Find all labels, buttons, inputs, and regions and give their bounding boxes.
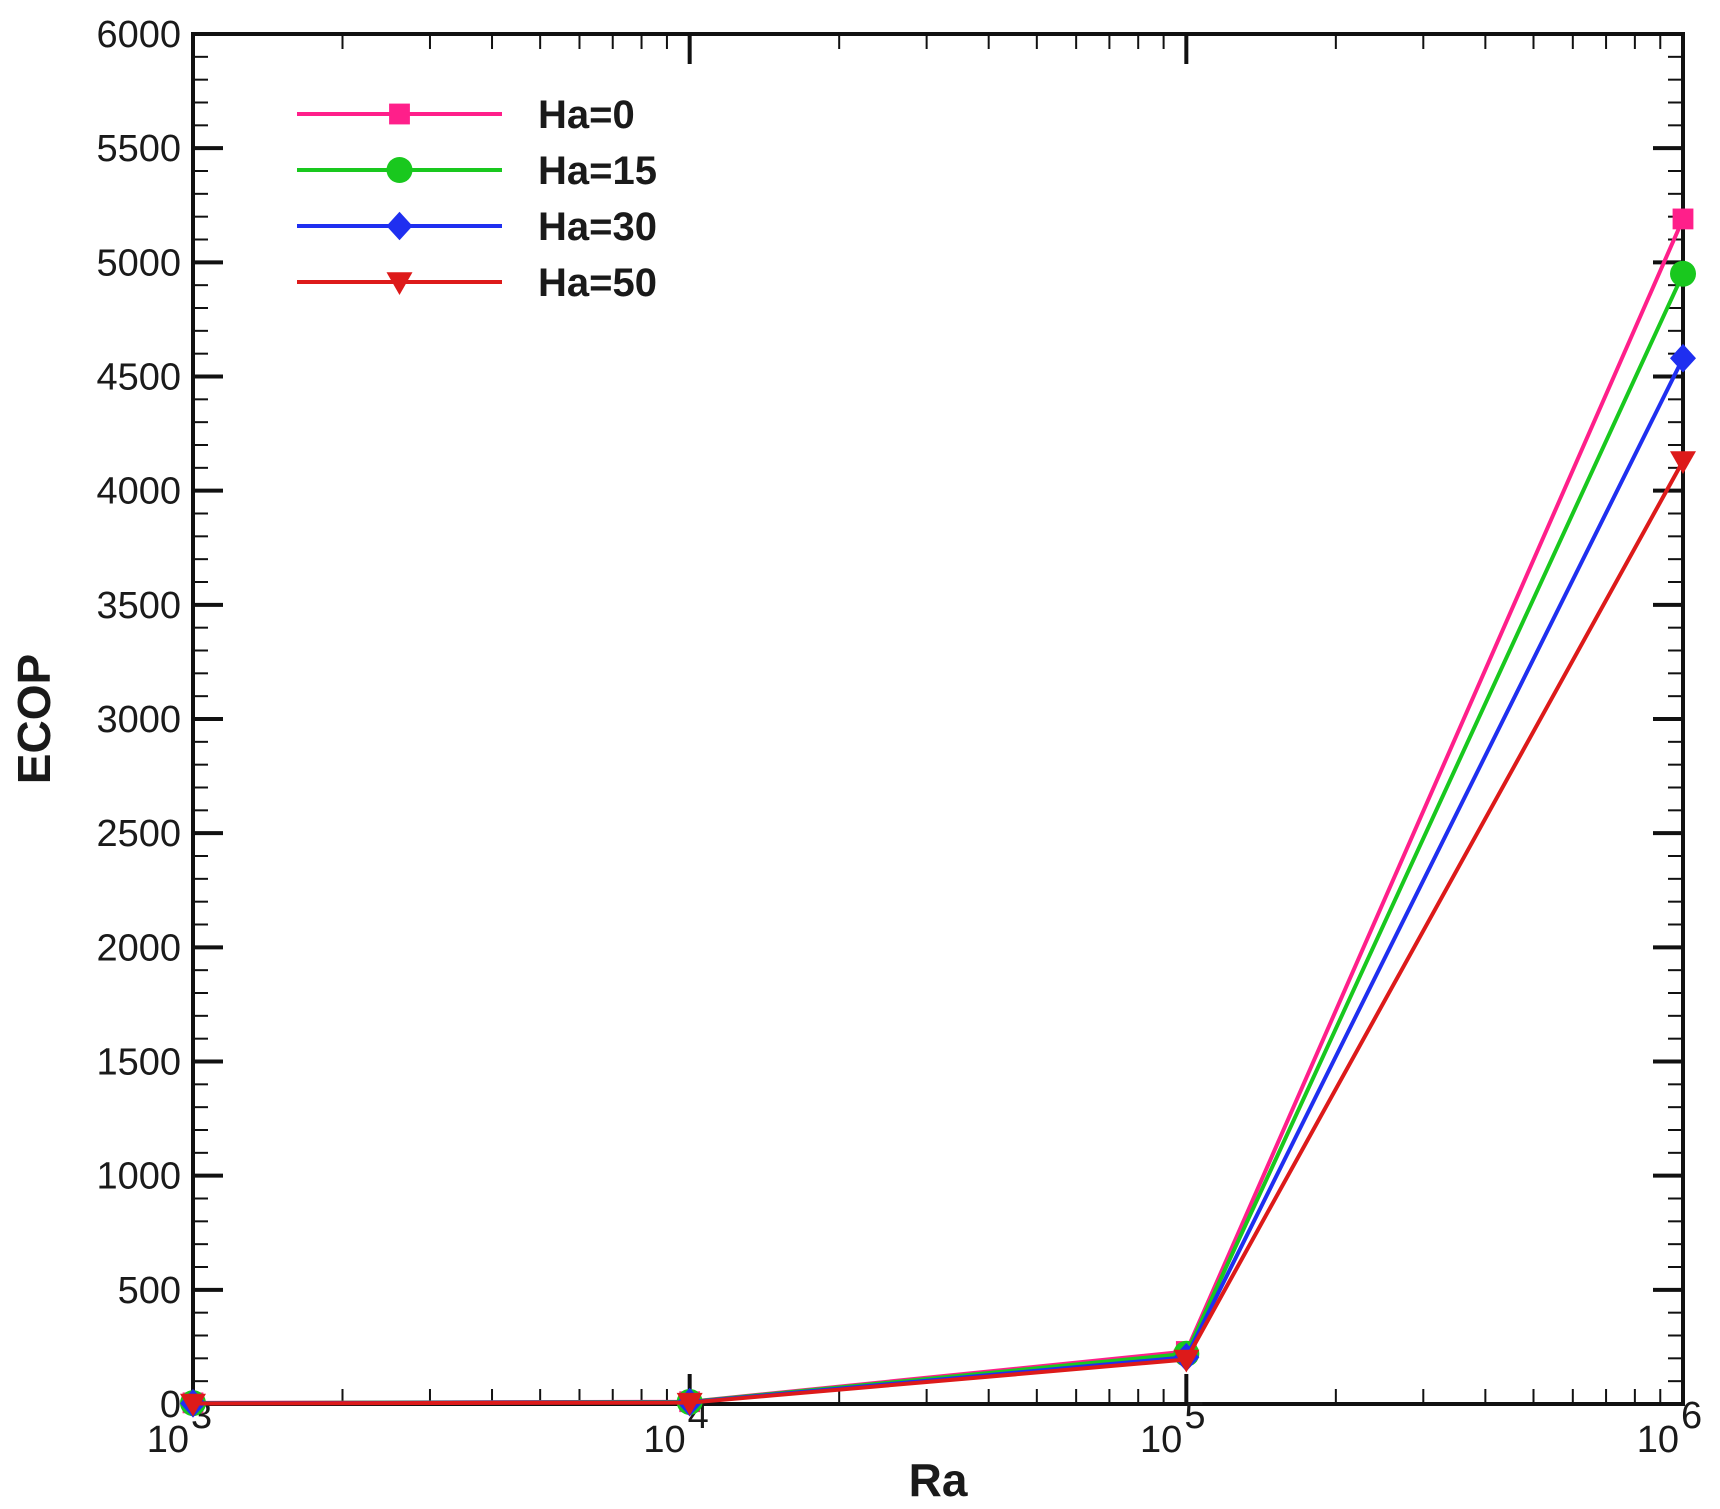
data-point-marker <box>1670 451 1696 474</box>
y-tick-label: 0 <box>160 1384 181 1426</box>
y-tick-label: 500 <box>118 1270 181 1312</box>
legend-label: Ha=15 <box>538 149 657 193</box>
y-tick-label: 1000 <box>96 1156 181 1198</box>
y-tick-label: 3500 <box>96 585 181 627</box>
legend-marker <box>386 272 413 295</box>
data-point-marker <box>676 1392 703 1416</box>
series-Ha=30 <box>180 343 1696 1418</box>
data-point-marker <box>1672 208 1694 230</box>
x-tick-label-base: 10 <box>1637 1419 1679 1461</box>
legend-marker <box>386 211 413 241</box>
legend-marker <box>386 157 413 183</box>
x-tick-label-exponent: 5 <box>1184 1395 1205 1437</box>
data-point-marker <box>1670 343 1696 373</box>
y-axis-title: ECOP <box>8 654 60 784</box>
legend-label: Ha=30 <box>538 205 657 249</box>
legend-item: Ha=50 <box>297 261 657 305</box>
y-axis-ticks <box>193 32 1683 1406</box>
x-tick-label-exponent: 6 <box>1681 1395 1702 1437</box>
y-tick-label: 6000 <box>96 14 181 56</box>
series-Ha=15 <box>180 260 1696 1417</box>
x-tick-label: 106 <box>1637 1395 1702 1461</box>
data-point-marker <box>180 1393 206 1417</box>
legend-label: Ha=0 <box>538 93 635 137</box>
y-tick-label: 1500 <box>96 1042 181 1084</box>
y-axis-tick-labels: 0 500 1000 1500 2000 2500 3000 3500 4000 4500 5000… <box>96 14 181 1426</box>
series-Ha=50 <box>180 451 1696 1417</box>
data-point-marker <box>1670 260 1696 287</box>
y-tick-label: 5500 <box>96 128 181 170</box>
series-Ha=0 <box>182 208 1694 1414</box>
y-tick-label: 3000 <box>96 699 181 741</box>
legend-item: Ha=30 <box>297 205 657 249</box>
y-tick-label: 4500 <box>96 357 181 399</box>
series-line <box>192 357 1685 1406</box>
y-tick-label: 5000 <box>96 242 181 284</box>
legend-marker <box>389 103 410 125</box>
x-tick-label-base: 10 <box>1140 1419 1182 1461</box>
plot-frame <box>191 32 1685 1406</box>
legend-label: Ha=50 <box>538 261 657 305</box>
x-tick-label-base: 10 <box>147 1419 189 1461</box>
y-tick-label: 2000 <box>96 927 181 969</box>
legend-item: Ha=0 <box>297 93 635 137</box>
data-point-marker <box>1173 1349 1200 1373</box>
x-axis-ticks <box>191 34 1685 1404</box>
x-tick-label: 105 <box>1140 1395 1205 1461</box>
y-tick-label: 2500 <box>96 813 181 855</box>
series-line <box>192 460 1685 1406</box>
y-tick-label: 4000 <box>96 471 181 513</box>
series-line <box>192 272 1685 1406</box>
x-tick-label-base: 10 <box>643 1419 685 1461</box>
legend: Ha=0 Ha=15 Ha=30 Ha=50 <box>297 93 657 305</box>
x-axis-title: Ra <box>909 1454 968 1506</box>
legend-item: Ha=15 <box>297 149 657 193</box>
x-tick-label: 103 <box>147 1395 212 1461</box>
series-layer <box>180 208 1696 1418</box>
